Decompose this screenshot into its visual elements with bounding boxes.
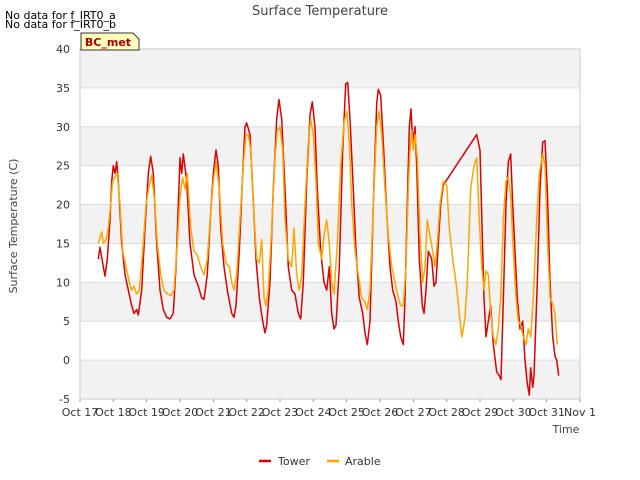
y-tick-label: 0 [63,354,70,367]
x-tick-label: Oct 25 [328,406,365,419]
y-tick-label: -5 [59,393,70,406]
background-band [80,204,580,244]
y-tick-label: 30 [56,121,70,134]
background-band [80,321,580,361]
y-tick-label: 10 [56,276,70,289]
background-band [80,360,580,399]
y-tick-label: 35 [56,82,70,95]
background-band [80,126,580,166]
x-axis-label: Time [552,423,580,436]
y-tick-label: 20 [56,199,70,212]
x-tick-label: Oct 19 [128,406,165,419]
x-tick-label: Oct 31 [528,406,565,419]
no-data-notice-a: No data for f_IRT0_a [5,9,116,22]
legend: Tower Arable [259,455,381,468]
x-tick-label: Oct 28 [428,406,465,419]
background-band [80,49,580,88]
y-axis-label: Surface Temperature (C) [7,159,20,294]
x-tick-label: Oct 18 [95,406,132,419]
x-tick-label: Oct 30 [495,406,532,419]
x-tick-label: Oct 29 [462,406,499,419]
bc-met-badge-label: BC_met [85,36,131,49]
x-tick-label: Oct 21 [195,406,232,419]
no-data-notice-b: No data for f_IRT0_b [5,18,117,31]
x-tick-label: Oct 27 [395,406,432,419]
background-band [80,165,580,205]
series-layer [97,81,560,396]
plot-frame [79,48,581,400]
x-tick-label: Oct 26 [362,406,399,419]
chart-title: Surface Temperature [252,4,388,19]
background-band [80,87,580,127]
y-tick-label: 5 [63,315,70,328]
series-line-tower [97,81,560,396]
y-tick-label: 40 [56,43,70,56]
x-tick-label: Nov 1 [564,406,596,419]
legend-label-tower: Tower [277,455,310,468]
y-axis-ticks: -5 0 5 10 15 20 25 30 35 40 [56,43,70,406]
series-line-arable [97,110,559,346]
x-tick-label: Oct 17 [62,406,99,419]
x-tick-label: Oct 20 [162,406,199,419]
y-tick-label: 15 [56,237,70,250]
bc-met-badge: BC_met [80,32,140,51]
legend-label-arable: Arable [345,455,381,468]
x-tick-label: Oct 23 [262,406,299,419]
y-tick-label: 25 [56,160,70,173]
x-tick-label: Oct 24 [295,406,332,419]
x-tick-label: Oct 22 [228,406,265,419]
